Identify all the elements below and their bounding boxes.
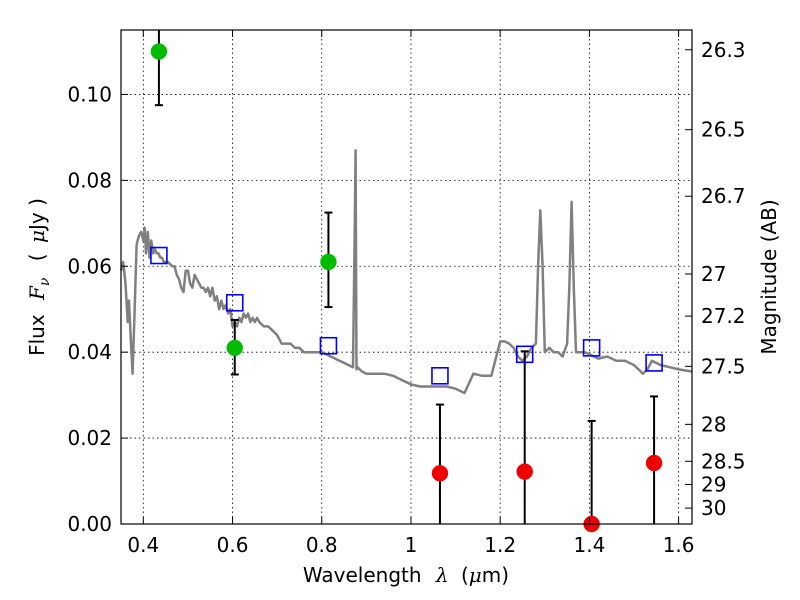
detections-point xyxy=(320,253,337,271)
errorbar-layer xyxy=(154,30,659,524)
x-tick-label: 1 xyxy=(405,533,418,557)
model-photometry-marker xyxy=(319,336,338,355)
model-photometry-marker xyxy=(225,293,244,312)
detections-point xyxy=(226,339,244,357)
y2-tick-label: 27.5 xyxy=(701,354,746,378)
y-axis: 0.00 0.02 0.04 0.06 0.08 0.10 xyxy=(67,82,128,536)
model-photometry-marker xyxy=(515,345,534,364)
y2-tick-label: 26.3 xyxy=(701,38,746,62)
y-tick-label: 0.02 xyxy=(67,426,112,450)
marker-layer xyxy=(150,43,663,533)
y2-axis-title: Magnitude (AB) xyxy=(757,199,781,354)
y-tick-label: 0.04 xyxy=(67,340,112,364)
y2-tick-label: 29 xyxy=(701,472,726,496)
y2-tick-label: 27.2 xyxy=(701,304,746,328)
x-axis-title-open: ( xyxy=(461,563,469,587)
model-photometry-marker xyxy=(150,246,168,265)
model-photometry-marker xyxy=(582,339,601,357)
detections-point xyxy=(150,43,168,60)
y-axis-title-mu: μ xyxy=(25,230,49,243)
non-detections-point xyxy=(516,463,533,480)
model-photometry-marker xyxy=(431,366,449,385)
x-tick-label: 0.6 xyxy=(217,533,249,557)
x-tick-label: 0.8 xyxy=(306,533,338,557)
y-axis-title-unit: Jy ) xyxy=(25,198,49,232)
y-axis-title-symbol: F xyxy=(25,285,49,301)
y2-tick-label: 26.7 xyxy=(701,184,746,208)
non-detections-point xyxy=(645,454,663,472)
y-axis-title-open: ( xyxy=(25,253,49,261)
non-detections-point xyxy=(431,465,449,482)
y-axis-title: Flux Fν ( μJy ) xyxy=(25,198,54,356)
y-axis-title-prefix: Flux xyxy=(25,314,49,356)
y-tick-label: 0.08 xyxy=(67,168,112,192)
y-axis-title-sub: ν xyxy=(37,277,53,286)
x-tick-label: 1.2 xyxy=(484,533,516,557)
grid xyxy=(121,30,692,525)
y-tick-label: 0.10 xyxy=(67,82,112,106)
x-axis-title-mu: μ xyxy=(469,563,482,587)
x-axis-title-unit: m) xyxy=(482,563,509,587)
x-axis-title: Wavelength λ (μm) xyxy=(303,563,509,587)
x-tick-label: 0.4 xyxy=(127,533,159,557)
x-axis: 0.4 0.6 0.8 1 1.2 1.4 1.6 xyxy=(127,30,695,557)
model-photometry-marker xyxy=(645,354,663,372)
y2-tick-label: 27 xyxy=(701,262,726,286)
x-axis-title-prefix: Wavelength xyxy=(303,563,422,587)
x-tick-label: 1.4 xyxy=(573,533,605,557)
spectrum-layer xyxy=(119,149,693,395)
y2-tick-label: 26.5 xyxy=(701,118,746,142)
y-tick-label: 0.06 xyxy=(67,254,112,278)
y2-tick-label: 28.5 xyxy=(701,449,746,473)
y2-tick-label: 30 xyxy=(701,496,726,520)
spectrum-line xyxy=(119,149,693,395)
y2-tick-label: 28 xyxy=(701,412,726,436)
x-tick-label: 1.6 xyxy=(663,533,695,557)
plot-frame xyxy=(120,29,693,525)
x-axis-title-symbol: λ xyxy=(435,563,449,587)
y-tick-label: 0.00 xyxy=(67,512,112,536)
